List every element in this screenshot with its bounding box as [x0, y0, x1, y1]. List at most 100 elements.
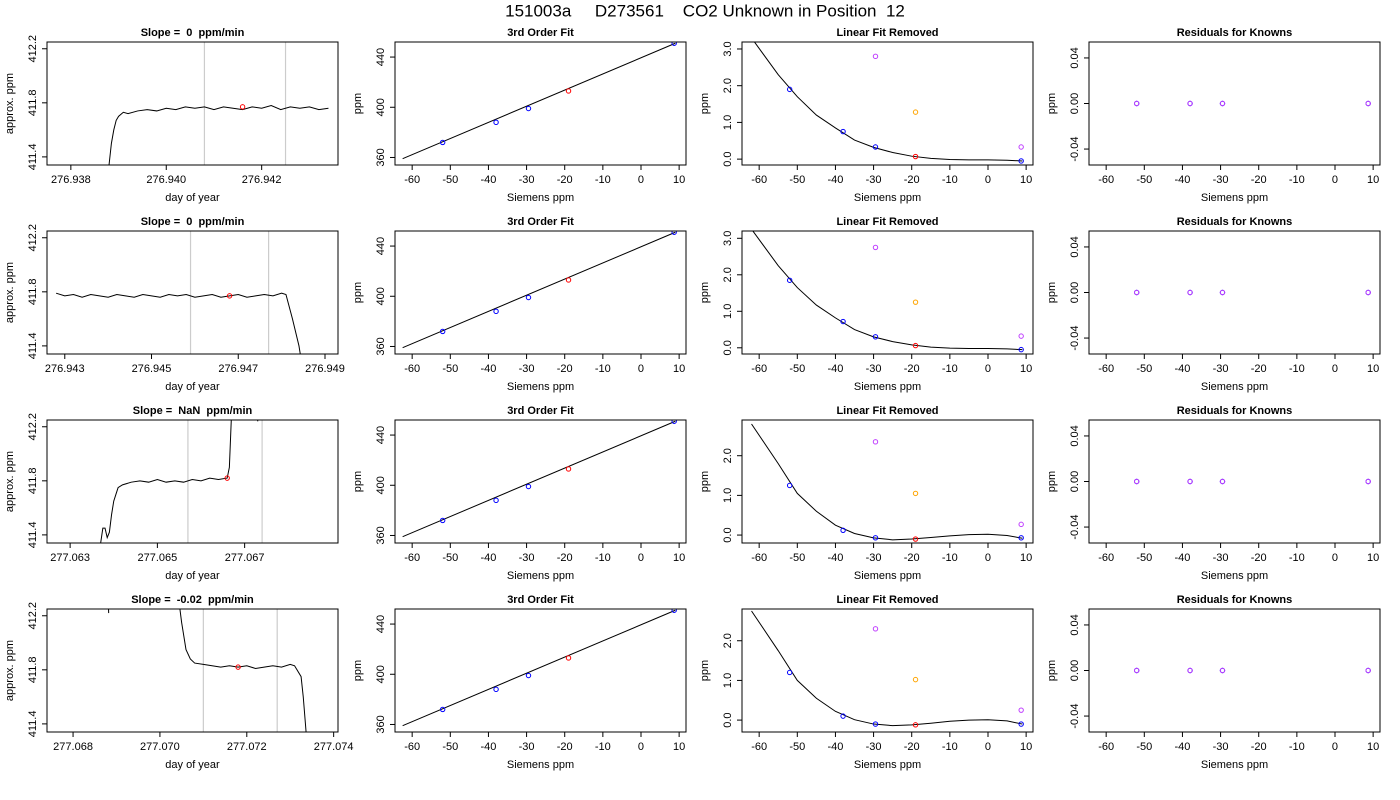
- point: [565, 277, 572, 283]
- x-tick-label: -40: [1174, 363, 1190, 375]
- point: [840, 318, 846, 325]
- y-tick-label: 360: [375, 337, 387, 355]
- x-axis-label: day of year: [165, 192, 220, 204]
- y-tick-label: 412.2: [27, 224, 39, 252]
- line: [751, 423, 1023, 541]
- plot-area: [55, 231, 301, 354]
- point: [912, 342, 919, 349]
- x-tick-label: -10: [942, 741, 958, 753]
- x-tick-label: -30: [1213, 363, 1229, 375]
- x-tick-label: -20: [1251, 741, 1267, 753]
- y-tick-label: -0.04: [1069, 137, 1081, 162]
- plot-area: [108, 609, 307, 732]
- y-tick-label: 411.8: [27, 467, 39, 494]
- x-tick-label: -60: [751, 552, 767, 564]
- plot-frame: [394, 230, 687, 355]
- point: [525, 105, 532, 112]
- figure-title: 151003a D273561 CO2 Unknown in Position …: [505, 1, 905, 20]
- x-tick-label: -30: [519, 552, 535, 564]
- panel-title: Linear Fit Removed: [836, 216, 938, 228]
- x-tick-label: -60: [404, 174, 420, 186]
- point: [493, 308, 499, 315]
- x-tick-label: 0: [638, 174, 644, 186]
- y-axis-label: ppm: [699, 282, 711, 303]
- point: [525, 672, 532, 679]
- x-tick-label: 0: [985, 552, 991, 564]
- x-tick-label: -30: [519, 363, 535, 375]
- x-tick-label: -60: [404, 552, 420, 564]
- y-tick-label: 0.00: [1069, 471, 1081, 492]
- x-axis-label: Siemens ppm: [854, 570, 921, 582]
- x-tick-label: 276.938: [51, 174, 91, 186]
- x-tick-label: -50: [1136, 741, 1152, 753]
- x-tick-label: 10: [673, 174, 685, 186]
- panel-title: 3rd Order Fit: [507, 405, 574, 417]
- y-axis-label: ppm: [352, 660, 364, 681]
- x-tick-label: 0: [638, 741, 644, 753]
- point: [912, 536, 919, 542]
- y-tick-label: 0.04: [1069, 425, 1081, 446]
- point: [872, 626, 879, 632]
- y-axis-label: ppm: [352, 471, 364, 492]
- plot-area: [751, 610, 1024, 728]
- x-tick-label: 276.945: [132, 363, 172, 375]
- y-tick-label: 0.04: [1069, 614, 1081, 635]
- point: [786, 669, 793, 676]
- x-tick-label: -40: [1174, 174, 1190, 186]
- point: [493, 686, 499, 693]
- x-tick-label: 277.068: [53, 741, 93, 753]
- y-tick-label: 0.0: [722, 527, 734, 542]
- point: [1365, 289, 1371, 296]
- plot-area: [108, 42, 329, 165]
- x-tick-label: 10: [1367, 363, 1379, 375]
- line: [751, 610, 1023, 727]
- x-tick-label: -10: [1289, 363, 1305, 375]
- x-tick-label: -60: [404, 741, 420, 753]
- line: [753, 42, 1023, 162]
- point: [872, 144, 879, 150]
- line: [402, 231, 676, 349]
- y-tick-label: 400: [375, 665, 387, 683]
- plot-frame: [46, 41, 339, 166]
- point: [565, 466, 572, 472]
- x-tick-label: -60: [751, 363, 767, 375]
- x-tick-label: 277.074: [314, 741, 354, 753]
- point: [786, 482, 793, 489]
- panel-title: Slope = 0 ppm/min: [141, 27, 245, 39]
- x-tick-label: -50: [442, 174, 458, 186]
- x-tick-label: 0: [1332, 174, 1338, 186]
- plot-area: [751, 423, 1024, 542]
- x-axis-label: Siemens ppm: [1201, 192, 1268, 204]
- plot-frame: [741, 608, 1034, 733]
- point: [1133, 478, 1140, 485]
- x-tick-label: 276.942: [242, 174, 282, 186]
- x-tick-label: 10: [1020, 552, 1032, 564]
- x-tick-label: 10: [1020, 174, 1032, 186]
- y-tick-label: 440: [375, 237, 387, 255]
- point: [840, 128, 846, 135]
- plot-frame: [741, 419, 1034, 544]
- x-tick-label: 0: [638, 552, 644, 564]
- point: [912, 676, 919, 683]
- y-tick-label: -0.04: [1069, 704, 1081, 729]
- x-tick-label: 0: [985, 741, 991, 753]
- point: [1018, 535, 1024, 541]
- x-tick-label: -10: [1289, 174, 1305, 186]
- point: [493, 119, 499, 126]
- x-tick-label: -60: [1098, 363, 1114, 375]
- panel-title: 3rd Order Fit: [507, 594, 574, 606]
- x-tick-label: -60: [1098, 174, 1114, 186]
- y-tick-label: 360: [375, 148, 387, 166]
- point: [1187, 100, 1193, 107]
- x-tick-label: -20: [904, 174, 920, 186]
- y-tick-label: 1.0: [722, 488, 734, 503]
- y-tick-label: 3.0: [722, 231, 734, 246]
- x-tick-label: 10: [1367, 552, 1379, 564]
- panel: Slope = 0 ppm/min day of year approx. ppm 2…: [4, 216, 345, 393]
- line: [55, 292, 301, 354]
- point: [671, 42, 677, 46]
- x-tick-label: -50: [789, 174, 805, 186]
- point: [786, 277, 793, 283]
- panel: Linear Fit Removed Siemens ppm ppm -60 -50 -4…: [699, 216, 1034, 393]
- x-tick-label: -20: [904, 741, 920, 753]
